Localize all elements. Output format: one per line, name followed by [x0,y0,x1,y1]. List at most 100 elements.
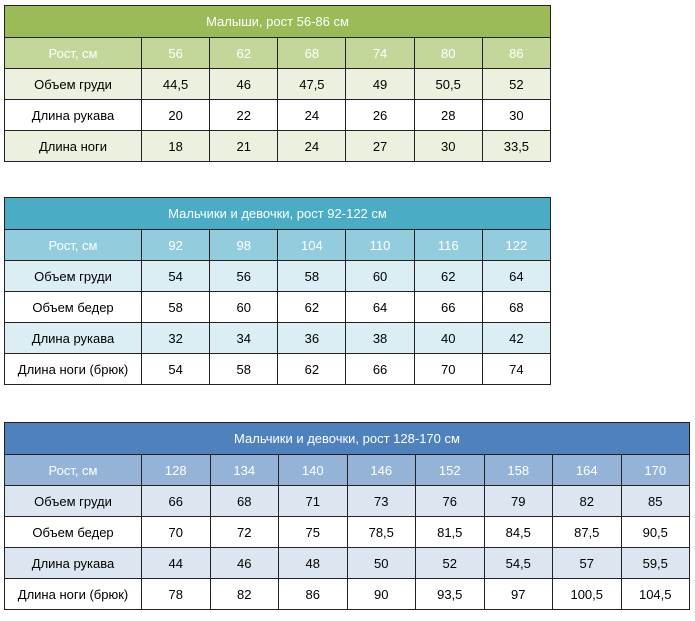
value-cell: 93,5 [415,578,485,610]
value-cell: 78,5 [346,516,416,548]
height-cell: 86 [481,37,552,69]
value-cell: 50,5 [413,68,483,100]
table-row: Объем бедер 70 72 75 78,5 81,5 84,5 87,5… [4,516,690,548]
table-row: Длина рукава 44 46 48 50 52 54,5 57 59,5 [4,547,690,579]
value-cell: 58 [209,353,279,385]
value-cell: 30 [481,99,552,131]
height-cell: 170 [620,454,690,486]
value-cell: 62 [413,260,483,292]
value-cell: 73 [346,485,416,517]
height-cell: 68 [277,37,347,69]
value-cell: 84,5 [483,516,553,548]
value-cell: 27 [345,130,415,162]
value-cell: 40 [413,322,483,354]
height-cell: 164 [552,454,622,486]
value-cell: 32 [140,322,211,354]
value-cell: 24 [277,99,347,131]
value-cell: 44,5 [140,68,211,100]
value-cell: 54 [140,260,211,292]
height-cell: 116 [413,229,483,261]
table-row: Объем груди 66 68 71 73 76 79 82 85 [4,485,690,517]
value-cell: 66 [413,291,483,323]
value-cell: 68 [481,291,552,323]
table-title: Мальчики и девочки, рост 128-170 см [4,422,690,455]
value-cell: 90 [346,578,416,610]
size-table-kids-128-170: Мальчики и девочки, рост 128-170 см Рост… [4,422,690,610]
value-cell: 60 [345,260,415,292]
table-row: Длина рукава 20 22 24 26 28 30 [4,99,552,131]
row-label: Длина ноги [4,130,142,162]
value-cell: 70 [413,353,483,385]
value-cell: 42 [481,322,552,354]
height-header-row: Рост, см 92 98 104 110 116 122 [4,229,552,261]
height-cell: 152 [415,454,485,486]
value-cell: 76 [415,485,485,517]
value-cell: 97 [483,578,553,610]
table-title: Мальчики и девочки, рост 92-122 см [4,197,551,230]
height-cell: 56 [140,37,211,69]
value-cell: 54,5 [483,547,553,579]
value-cell: 59,5 [620,547,690,579]
header-label: Рост, см [4,454,142,486]
value-cell: 58 [140,291,211,323]
value-cell: 68 [209,485,279,517]
table-row: Длина ноги (брюк) 54 58 62 66 70 74 [4,353,552,385]
value-cell: 81,5 [415,516,485,548]
table-row: Длина ноги 18 21 24 27 30 33,5 [4,130,552,162]
size-table-kids-92-122: Мальчики и девочки, рост 92-122 см Рост,… [4,197,552,385]
value-cell: 62 [277,291,347,323]
height-cell: 74 [345,37,415,69]
value-cell: 22 [209,99,279,131]
value-cell: 18 [140,130,211,162]
value-cell: 26 [345,99,415,131]
row-label: Длина ноги (брюк) [4,353,142,385]
value-cell: 72 [209,516,279,548]
row-label: Объем груди [4,68,142,100]
value-cell: 56 [209,260,279,292]
value-cell: 78 [141,578,211,610]
height-cell: 62 [209,37,279,69]
value-cell: 46 [209,68,279,100]
size-table-babies: Малыши, рост 56-86 см Рост, см 56 62 68 … [4,5,552,162]
value-cell: 46 [209,547,279,579]
value-cell: 64 [481,260,552,292]
value-cell: 21 [209,130,279,162]
value-cell: 86 [278,578,348,610]
value-cell: 75 [278,516,348,548]
value-cell: 85 [620,485,690,517]
value-cell: 82 [552,485,622,517]
height-cell: 140 [278,454,348,486]
value-cell: 64 [345,291,415,323]
table-row: Объем бедер 58 60 62 64 66 68 [4,291,552,323]
height-cell: 122 [481,229,552,261]
value-cell: 24 [277,130,347,162]
table-row: Объем груди 54 56 58 60 62 64 [4,260,552,292]
value-cell: 50 [346,547,416,579]
height-cell: 104 [277,229,347,261]
row-label: Длина рукава [4,547,142,579]
value-cell: 20 [140,99,211,131]
value-cell: 52 [415,547,485,579]
height-header-row: Рост, см 128 134 140 146 152 158 164 170 [4,454,690,486]
value-cell: 60 [209,291,279,323]
value-cell: 74 [481,353,552,385]
height-cell: 134 [209,454,279,486]
value-cell: 90,5 [620,516,690,548]
row-label: Объем бедер [4,516,142,548]
header-label: Рост, см [4,229,142,261]
height-cell: 158 [483,454,553,486]
row-label: Длина рукава [4,322,142,354]
value-cell: 66 [345,353,415,385]
value-cell: 58 [277,260,347,292]
value-cell: 82 [209,578,279,610]
value-cell: 44 [141,547,211,579]
value-cell: 57 [552,547,622,579]
height-cell: 98 [209,229,279,261]
table-row: Длина рукава 32 34 36 38 40 42 [4,322,552,354]
row-label: Объем груди [4,485,142,517]
height-cell: 110 [345,229,415,261]
value-cell: 49 [345,68,415,100]
value-cell: 34 [209,322,279,354]
value-cell: 71 [278,485,348,517]
height-cell: 92 [140,229,211,261]
